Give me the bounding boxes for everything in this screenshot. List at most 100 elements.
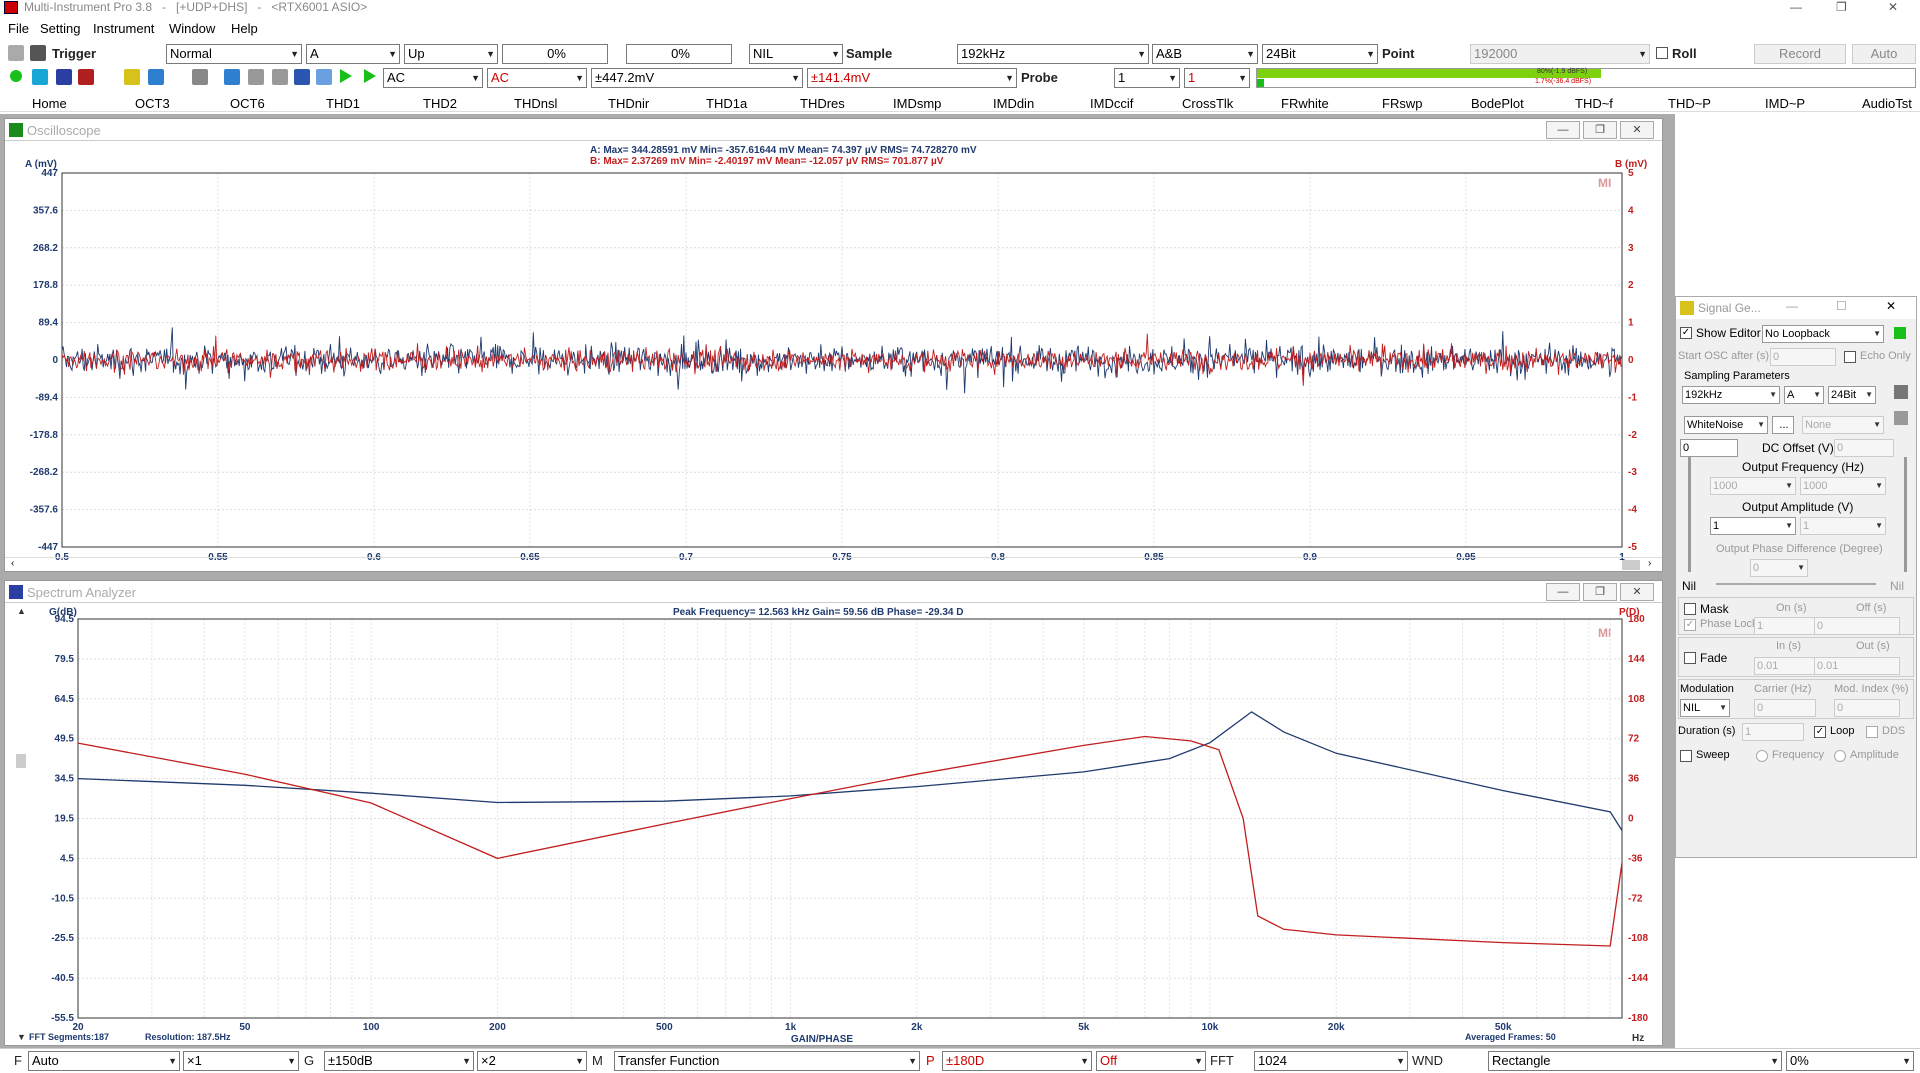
sg-bits-select[interactable]: 24Bit	[1828, 386, 1876, 404]
spectrum-restore-button[interactable]: ❐	[1583, 583, 1617, 601]
tab-imdsmp[interactable]: IMDsmp	[893, 96, 942, 111]
sweep-frequency-radio[interactable]	[1756, 750, 1768, 762]
mask-on-input[interactable]: 1	[1754, 617, 1816, 635]
range-a-select[interactable]: ±447.2mV	[591, 68, 803, 88]
tab-crosstlk[interactable]: CrossTlk	[1182, 96, 1234, 111]
fade-checkbox[interactable]	[1684, 652, 1696, 664]
oscilloscope-plot[interactable]: A: Max= 344.28591 mV Min= -357.61644 mV …	[5, 142, 1662, 560]
close-icon[interactable]: ✕	[1888, 0, 1899, 14]
play-loop-icon[interactable]	[364, 69, 376, 83]
waveform-more-button[interactable]: ...	[1772, 416, 1794, 434]
minimize-icon[interactable]: —	[1790, 0, 1802, 14]
spectrum-icon[interactable]	[56, 69, 72, 85]
mask-checkbox[interactable]	[1684, 603, 1696, 615]
tab-thd-p[interactable]: THD~P	[1668, 96, 1711, 111]
tab-bodeplot[interactable]: BodePlot	[1471, 96, 1524, 111]
tab-oct6[interactable]: OCT6	[230, 96, 265, 111]
auto-button[interactable]: Auto	[1852, 44, 1916, 64]
tab-thdnsl[interactable]: THDnsl	[514, 96, 558, 111]
frequency-zoom-select[interactable]: ×1	[183, 1051, 299, 1071]
loop-checkbox[interactable]: ✓	[1814, 726, 1826, 738]
tab-imd-p[interactable]: IMD~P	[1765, 96, 1806, 111]
duration-input[interactable]: 1	[1742, 723, 1804, 741]
frequency-axis-select[interactable]: Auto	[28, 1051, 180, 1071]
frequency2-select[interactable]: 1000	[1800, 477, 1886, 495]
coupling-a-select[interactable]: AC	[383, 68, 483, 88]
nil-select[interactable]: NIL	[749, 44, 843, 64]
tab-frwhite[interactable]: FRwhite	[1281, 96, 1329, 111]
menu-instrument[interactable]: Instrument	[93, 21, 155, 36]
trigger-channel-select[interactable]: A	[306, 44, 400, 64]
tab-thd1[interactable]: THD1	[326, 96, 360, 111]
probe-a-select[interactable]: 1	[1114, 68, 1180, 88]
mod-index-input[interactable]: 0	[1834, 699, 1900, 717]
coupling-b-select[interactable]: AC	[487, 68, 587, 88]
menu-file[interactable]: File	[8, 21, 29, 36]
modulation-select[interactable]: NIL	[1680, 699, 1730, 717]
fade-in-input[interactable]: 0.01	[1754, 657, 1816, 675]
waveform2-select[interactable]: None	[1802, 416, 1884, 434]
gain-range-select[interactable]: ±150dB	[324, 1051, 474, 1071]
amplitude1-select[interactable]: 1	[1710, 517, 1796, 535]
carrier-input[interactable]: 0	[1754, 699, 1816, 717]
pretrigger-input[interactable]: 0%	[626, 44, 732, 64]
gain-zoom-select[interactable]: ×2	[477, 1051, 587, 1071]
roll-checkbox[interactable]	[1656, 47, 1668, 59]
probe-icon[interactable]	[294, 69, 310, 85]
tab-audiotst[interactable]: AudioTst	[1862, 96, 1912, 111]
tab-frswp[interactable]: FRswp	[1382, 96, 1423, 111]
tab-thd-f[interactable]: THD~f	[1575, 96, 1613, 111]
spectrum-close-button[interactable]: ✕	[1620, 583, 1654, 601]
menu-setting[interactable]: Setting	[40, 21, 81, 36]
dc-offset2-input[interactable]: 0	[1834, 439, 1894, 457]
waveform-select[interactable]: WhiteNoise	[1684, 416, 1768, 434]
spectrum-minimize-button[interactable]: —	[1546, 583, 1580, 601]
sg-save-icon[interactable]	[1894, 385, 1908, 399]
scroll-left-icon[interactable]: ‹	[11, 558, 15, 569]
channels-select[interactable]: A&B	[1152, 44, 1258, 64]
scroll-right-icon[interactable]: ›	[1648, 558, 1652, 569]
calibrate-icon[interactable]	[224, 69, 240, 85]
scroll-thumb[interactable]	[1622, 560, 1640, 570]
bits-select[interactable]: 24Bit	[1262, 44, 1378, 64]
measurement-select[interactable]: Transfer Function	[614, 1051, 920, 1071]
sg-channel-select[interactable]: A	[1784, 386, 1824, 404]
tab-thdnir[interactable]: THDnir	[608, 96, 650, 111]
sweep-checkbox[interactable]	[1680, 750, 1692, 762]
frequency1-select[interactable]: 1000	[1710, 477, 1796, 495]
sg-maximize-icon[interactable]: ☐	[1836, 299, 1847, 313]
start-osc-input[interactable]: 0	[1770, 348, 1836, 366]
mask-off-input[interactable]: 0	[1814, 617, 1900, 635]
record-button[interactable]: Record	[1754, 44, 1846, 64]
overlap-select[interactable]: 0%	[1786, 1051, 1914, 1071]
phase-difference-select[interactable]: 0	[1750, 559, 1808, 577]
probe-b-select[interactable]: 1	[1184, 68, 1250, 88]
multimeter-icon[interactable]	[148, 69, 164, 85]
sweep-amplitude-radio[interactable]	[1834, 750, 1846, 762]
oscilloscope-minimize-button[interactable]: —	[1546, 121, 1580, 139]
oscilloscope-close-button[interactable]: ✕	[1620, 121, 1654, 139]
amplitude2-select[interactable]: 1	[1800, 517, 1886, 535]
fft-size-select[interactable]: 1024	[1254, 1051, 1408, 1071]
echo-only-checkbox[interactable]	[1844, 351, 1856, 363]
tab-imddin[interactable]: IMDdin	[993, 96, 1035, 111]
sg-close-icon[interactable]: ✕	[1886, 299, 1897, 313]
phase-slider[interactable]	[1716, 583, 1876, 585]
spectrogram-icon[interactable]	[78, 69, 94, 85]
dds-checkbox[interactable]	[1866, 726, 1878, 738]
amplitude-slider-left[interactable]	[1688, 457, 1691, 572]
points-select[interactable]: 192000	[1470, 44, 1650, 64]
loopback-select[interactable]: No Loopback	[1762, 325, 1884, 343]
phase-range-select[interactable]: ±180D	[942, 1051, 1092, 1071]
tab-imdccif[interactable]: IMDccif	[1090, 96, 1134, 111]
trigger-level-input[interactable]: 0%	[502, 44, 608, 64]
sample-rate-select[interactable]: 192kHz	[957, 44, 1149, 64]
oscilloscope-scrollbar[interactable]: ‹ ›	[5, 557, 1662, 571]
sg-rate-select[interactable]: 192kHz	[1682, 386, 1780, 404]
generator-icon[interactable]	[124, 69, 140, 85]
window-function-select[interactable]: Rectangle	[1488, 1051, 1782, 1071]
oscilloscope-restore-button[interactable]: ❐	[1583, 121, 1617, 139]
maximize-icon[interactable]: ❐	[1836, 0, 1847, 14]
tab-thdres[interactable]: THDres	[800, 96, 845, 111]
open-icon[interactable]	[8, 45, 24, 61]
